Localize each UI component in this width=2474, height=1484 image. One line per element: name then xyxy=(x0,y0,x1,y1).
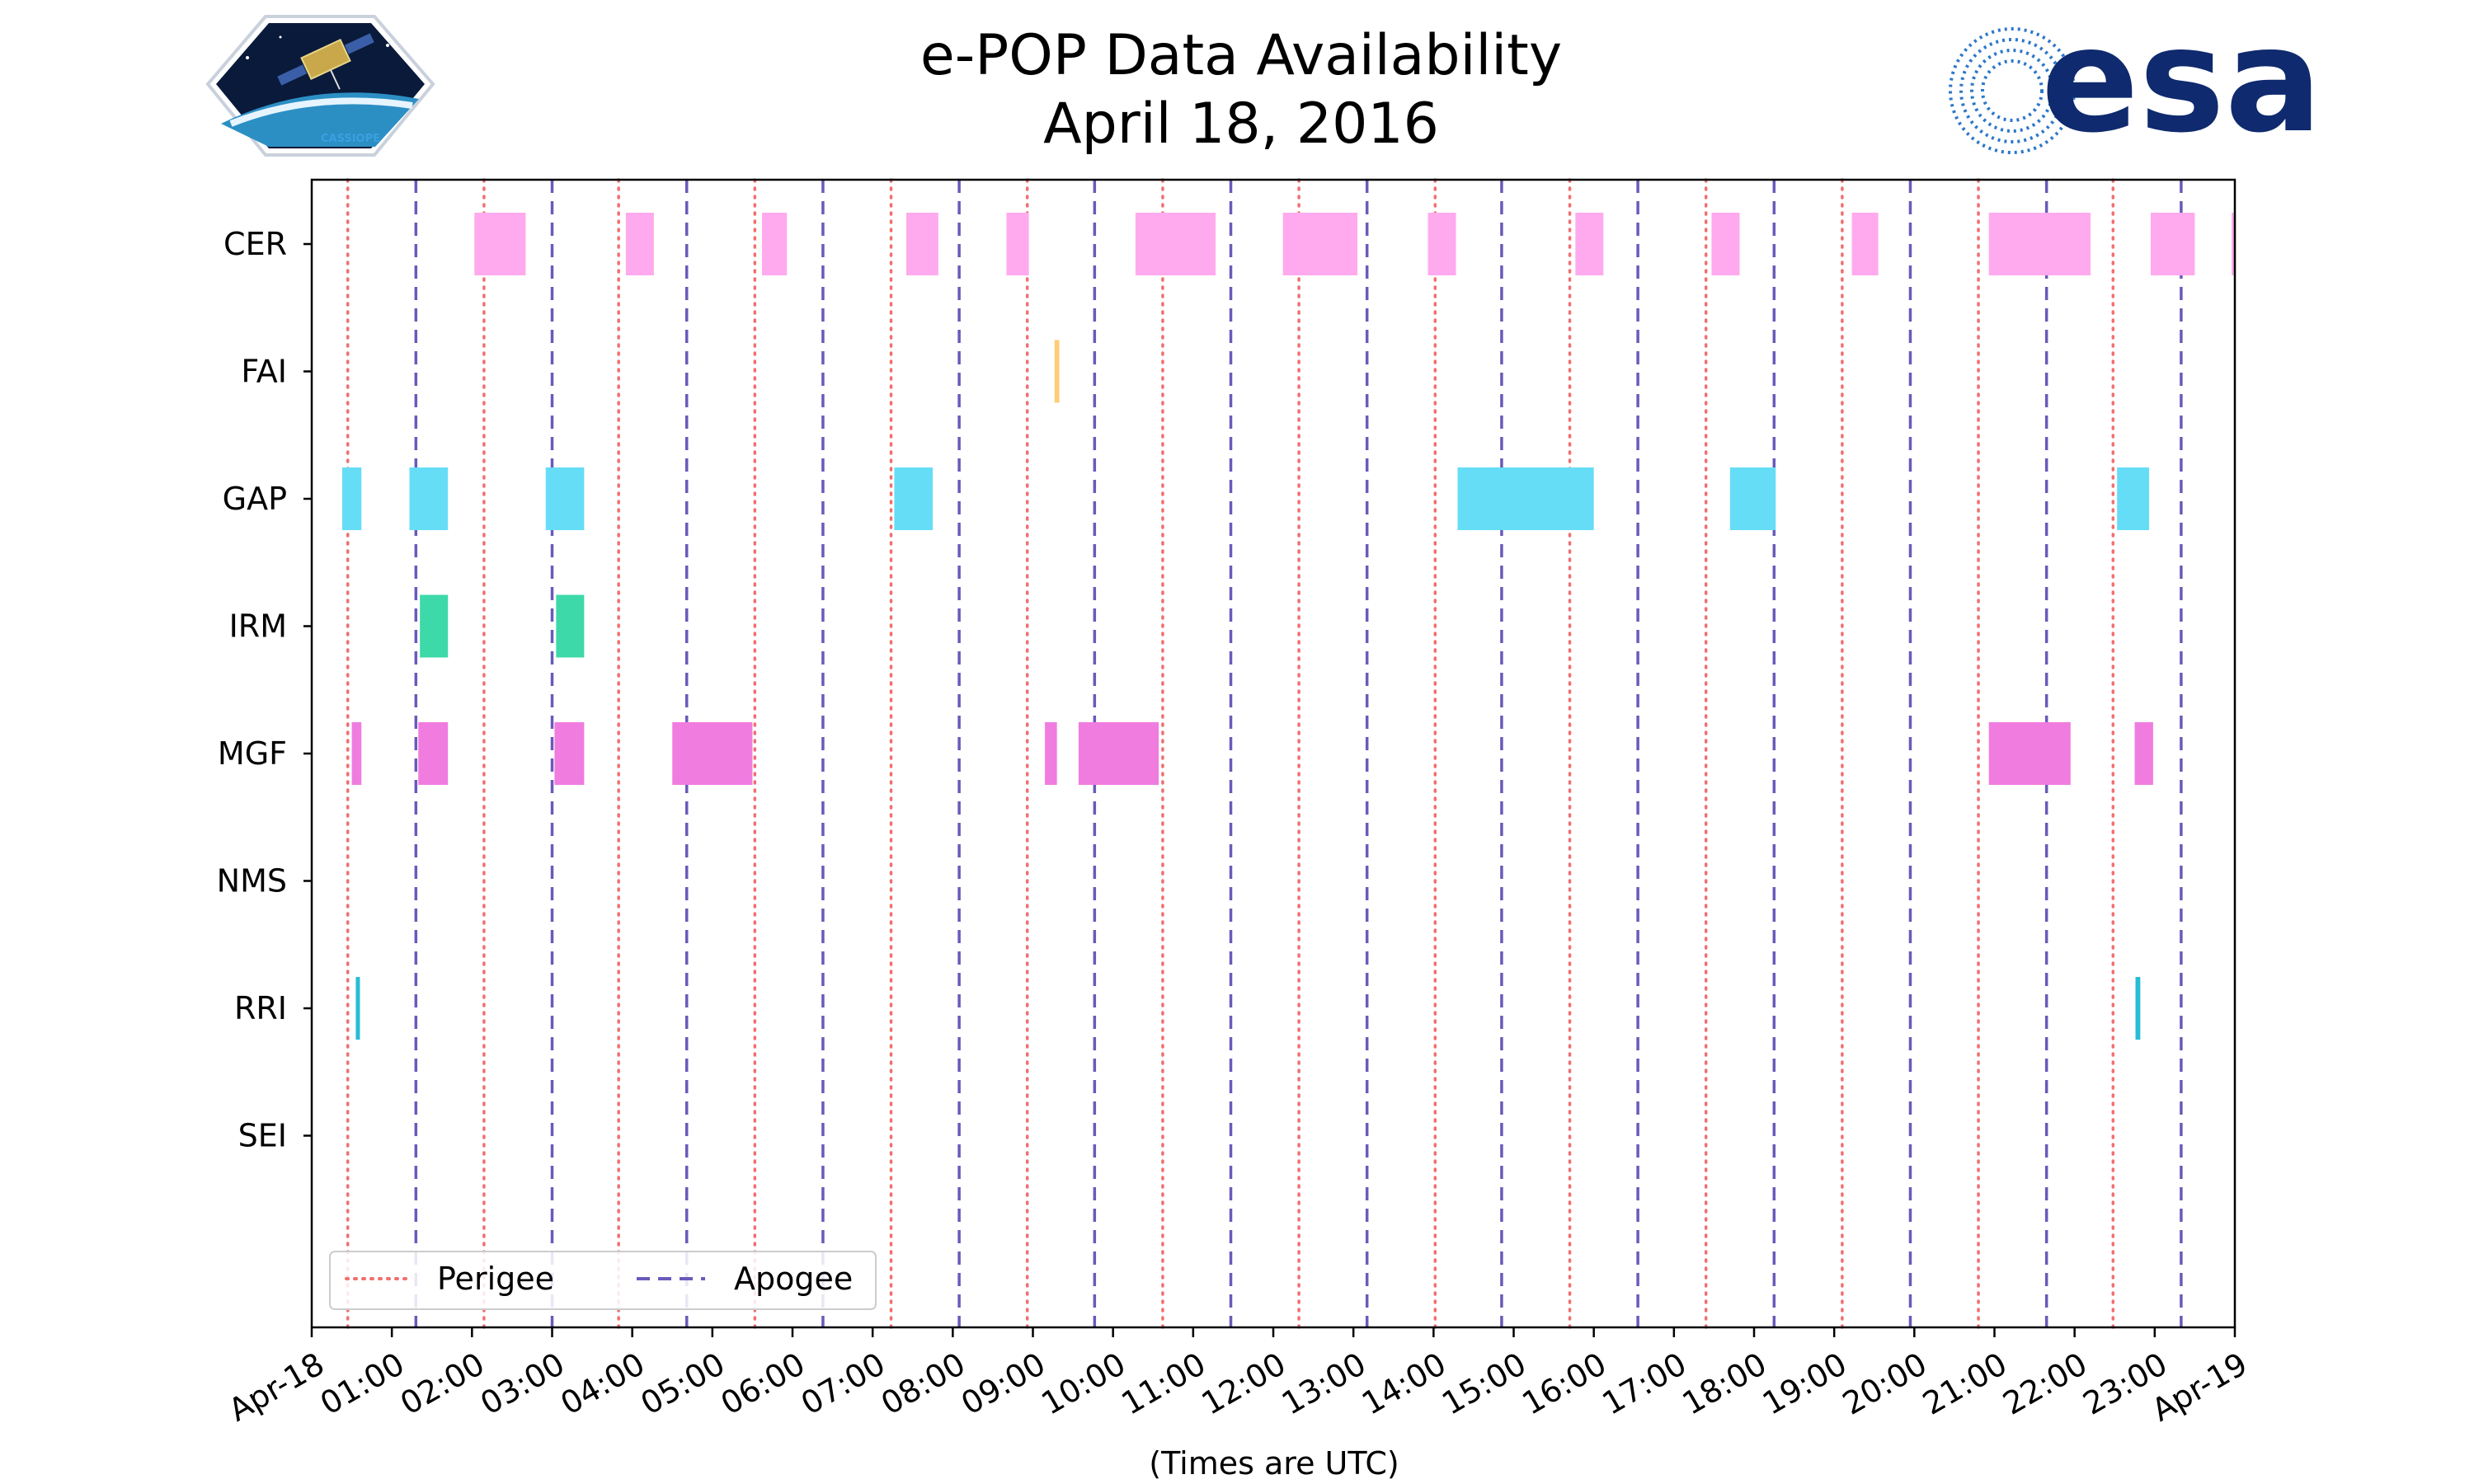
bar-gap xyxy=(894,467,934,530)
x-tick-label: 13:00 xyxy=(1276,1345,1372,1422)
x-tick-label: 09:00 xyxy=(955,1345,1051,1422)
bar-gap xyxy=(1729,467,1776,530)
bar-gap xyxy=(409,467,449,530)
x-tick-label: 20:00 xyxy=(1837,1345,1933,1422)
y-tick-label: FAI xyxy=(241,354,287,390)
bar-rri xyxy=(2135,977,2141,1040)
y-tick-label: IRM xyxy=(229,608,287,645)
x-tick-label: 16:00 xyxy=(1516,1345,1612,1422)
x-tick-label: 14:00 xyxy=(1356,1345,1452,1422)
bar-cer xyxy=(474,213,526,275)
x-tick-label: 11:00 xyxy=(1115,1345,1211,1422)
bar-cer xyxy=(1711,213,1740,275)
bar-cer xyxy=(1427,213,1456,275)
bar-cer xyxy=(1135,213,1216,275)
star-icon xyxy=(386,44,389,47)
earth-clouds-icon xyxy=(229,97,413,127)
y-tick-label: MGF xyxy=(218,735,287,772)
cassiope-logo: CASSIOPE xyxy=(205,15,435,157)
bar-gap xyxy=(545,467,585,530)
esa-logo: esa xyxy=(1949,0,2322,165)
bar-cer xyxy=(1282,213,1358,275)
esa-logo-text: esa xyxy=(2041,0,2322,165)
bar-mgf xyxy=(351,722,362,785)
x-tick-label: 04:00 xyxy=(554,1345,651,1422)
x-tick-label: 22:00 xyxy=(1997,1345,2093,1422)
bar-mgf xyxy=(554,722,585,785)
legend: Perigee Apogee xyxy=(329,1251,877,1310)
x-tick-label: 06:00 xyxy=(715,1345,811,1422)
bar-rri xyxy=(355,977,360,1040)
bar-cer xyxy=(1851,213,1879,275)
x-tick-label: 08:00 xyxy=(875,1345,971,1422)
bar-cer xyxy=(1006,213,1029,275)
x-tick-label: 19:00 xyxy=(1757,1345,1853,1422)
bar-irm xyxy=(556,594,585,658)
bar-mgf xyxy=(1045,722,1057,785)
star-icon xyxy=(279,35,282,39)
legend-apogee-label: Apogee xyxy=(734,1261,853,1297)
bar-irm xyxy=(420,594,449,658)
y-tick-label: RRI xyxy=(234,990,287,1026)
bar-gap xyxy=(1457,467,1594,530)
x-tick-label: 03:00 xyxy=(474,1345,571,1422)
y-tick-label: GAP xyxy=(223,481,287,517)
x-axis: Apr-1801:0002:0003:0004:0005:0006:0007:0… xyxy=(223,1327,2254,1429)
star-icon xyxy=(246,56,249,59)
bar-mgf xyxy=(672,722,753,785)
bar-mgf xyxy=(1078,722,1159,785)
x-tick-label: 02:00 xyxy=(394,1345,491,1422)
y-axis: CER FAI GAP IRM MGF NMS RRI SEI xyxy=(217,226,312,1154)
x-tick-label: 01:00 xyxy=(314,1345,411,1422)
data-bars xyxy=(341,213,2236,1040)
x-axis-label: (Times are UTC) xyxy=(1149,1445,1399,1482)
x-tick-label: 05:00 xyxy=(634,1345,731,1422)
bar-mgf xyxy=(2134,722,2153,785)
bar-cer xyxy=(905,213,938,275)
x-tick-label: 17:00 xyxy=(1596,1345,1692,1422)
bar-cer xyxy=(2232,213,2236,275)
bar-gap xyxy=(2117,467,2150,530)
bar-cer xyxy=(762,213,788,275)
bar-fai xyxy=(1054,340,1060,403)
chart-title: e-POP Data Availability xyxy=(920,23,1562,88)
bar-gap xyxy=(341,467,362,530)
x-tick-label: 10:00 xyxy=(1035,1345,1131,1422)
x-tick-label: 21:00 xyxy=(1917,1345,2013,1422)
x-tick-label: 15:00 xyxy=(1436,1345,1532,1422)
bar-mgf xyxy=(1988,722,2071,785)
satellite-icon xyxy=(277,33,374,90)
y-tick-label: CER xyxy=(223,226,287,262)
y-tick-label: SEI xyxy=(238,1118,287,1154)
bar-cer xyxy=(2150,213,2195,275)
x-tick-label: Apr-18 xyxy=(223,1345,331,1429)
x-tick-label: 07:00 xyxy=(795,1345,891,1422)
bar-cer xyxy=(625,213,654,275)
plot-frame xyxy=(310,178,2236,1329)
bar-mgf xyxy=(418,722,449,785)
x-tick-label: 12:00 xyxy=(1196,1345,1292,1422)
y-tick-label: NMS xyxy=(217,863,287,899)
legend-perigee-label: Perigee xyxy=(437,1261,554,1297)
legend-box xyxy=(329,1251,877,1310)
esa-swirl-icon xyxy=(1949,27,2076,154)
x-tick-label: 18:00 xyxy=(1677,1345,1773,1422)
cassiope-logo-text: CASSIOPE xyxy=(321,133,380,145)
chart-subtitle: April 18, 2016 xyxy=(1043,92,1439,157)
orbit-lines xyxy=(346,178,2183,1329)
bar-cer xyxy=(1575,213,1604,275)
earth-horizon-icon xyxy=(221,92,419,147)
bar-cer xyxy=(1988,213,2091,275)
